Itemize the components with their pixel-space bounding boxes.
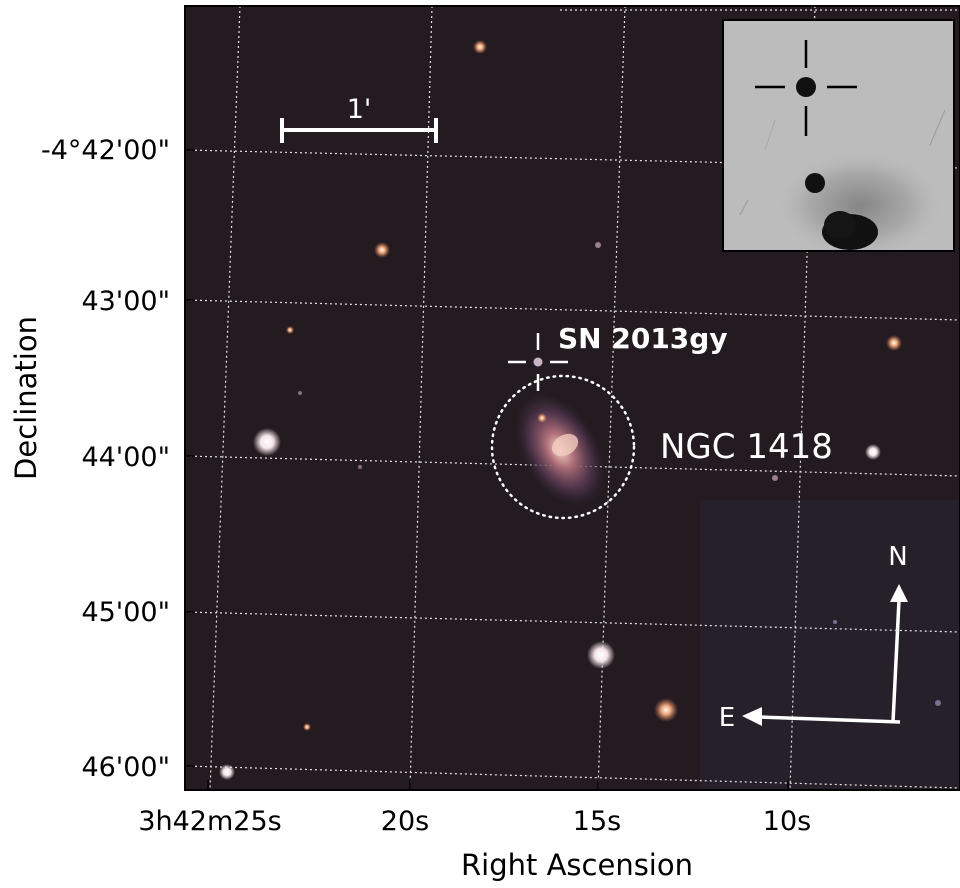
east-label: E [719, 703, 735, 733]
x-tick-label: 3h42m25s [138, 806, 281, 837]
star [253, 428, 281, 456]
star [303, 723, 311, 731]
star [374, 242, 390, 258]
star [935, 700, 941, 706]
star [654, 698, 678, 722]
x-axis-label: Right Ascension [461, 848, 693, 882]
star [473, 40, 487, 54]
inset-crosshair [755, 40, 857, 136]
star [772, 475, 778, 481]
star [833, 620, 837, 624]
supernova-crosshair [508, 333, 568, 391]
x-tick-label: 15s [573, 806, 621, 837]
star [358, 465, 362, 469]
y-tick-label: 43'00" [81, 286, 170, 317]
y-tick-label: 46'00" [81, 752, 170, 783]
plot-frame [184, 5, 960, 791]
x-tick-label: 10s [763, 806, 811, 837]
star [595, 242, 601, 248]
scale-bar [280, 118, 438, 143]
north-arrow-icon [890, 584, 908, 602]
star [886, 335, 902, 351]
supernova-point [533, 357, 543, 367]
inset-image [722, 19, 955, 252]
y-tick-label: 44'00" [81, 442, 170, 473]
galaxy-label: NGC 1418 [660, 427, 833, 467]
scale-bar-label: 1' [347, 94, 372, 125]
star [298, 391, 302, 395]
y-tick-label: 45'00" [81, 597, 170, 628]
compass [742, 584, 908, 726]
y-axis-label: Declination [9, 316, 43, 480]
supernova-label: SN 2013gy [558, 322, 728, 355]
star [587, 641, 615, 669]
east-arrow-icon [742, 707, 762, 726]
galaxy-circle [490, 374, 636, 520]
x-tick-label: 20s [381, 806, 429, 837]
stars [219, 40, 941, 780]
north-label: N [888, 542, 907, 572]
tick-marks [185, 149, 789, 790]
star [286, 326, 294, 334]
y-tick-label: -4°42'00" [41, 135, 170, 166]
star [219, 764, 235, 780]
sky-field [185, 6, 960, 790]
star [865, 444, 881, 460]
galaxy-ngc-1418 [514, 393, 606, 507]
